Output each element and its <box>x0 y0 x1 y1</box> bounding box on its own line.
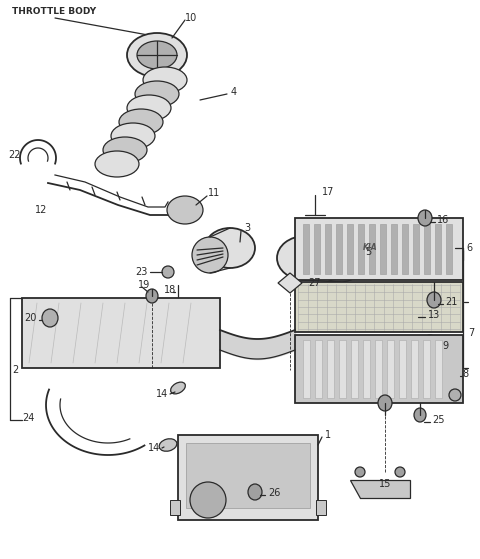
Polygon shape <box>278 273 302 293</box>
Bar <box>336 224 342 274</box>
Bar <box>446 224 452 274</box>
Bar <box>351 340 358 398</box>
Bar <box>380 224 386 274</box>
Text: 10: 10 <box>185 13 197 23</box>
Text: 3: 3 <box>244 223 250 233</box>
Bar <box>186 443 310 508</box>
Text: 16: 16 <box>437 215 449 225</box>
Bar <box>369 224 375 274</box>
Ellipse shape <box>135 81 179 107</box>
Text: 26: 26 <box>268 488 280 498</box>
Ellipse shape <box>137 41 177 69</box>
Bar <box>402 224 408 274</box>
Text: 17: 17 <box>322 187 335 197</box>
Bar <box>303 340 310 398</box>
Bar <box>423 340 430 398</box>
Ellipse shape <box>170 382 185 394</box>
Text: 2: 2 <box>12 365 18 375</box>
Text: 9: 9 <box>442 341 448 351</box>
Text: 21: 21 <box>445 297 457 307</box>
Ellipse shape <box>127 95 171 121</box>
Ellipse shape <box>378 395 392 411</box>
Bar <box>358 224 364 274</box>
Bar <box>424 224 430 274</box>
Text: 6: 6 <box>466 243 472 253</box>
Bar <box>435 340 442 398</box>
Ellipse shape <box>449 389 461 401</box>
Bar <box>295 282 463 332</box>
Ellipse shape <box>143 67 187 93</box>
Text: 22: 22 <box>8 150 21 160</box>
Bar <box>339 340 346 398</box>
Bar <box>399 340 406 398</box>
Ellipse shape <box>127 33 187 77</box>
Text: KIA: KIA <box>363 244 377 253</box>
Bar <box>315 340 322 398</box>
Ellipse shape <box>119 109 163 135</box>
Text: 14: 14 <box>148 443 160 453</box>
Ellipse shape <box>159 439 177 451</box>
Ellipse shape <box>190 482 226 518</box>
Text: 7: 7 <box>468 328 474 338</box>
Ellipse shape <box>248 484 262 500</box>
Text: 13: 13 <box>428 310 440 320</box>
Bar <box>411 340 418 398</box>
Text: 11: 11 <box>208 188 220 198</box>
Bar <box>295 335 463 403</box>
Text: 1: 1 <box>325 430 331 440</box>
Bar <box>347 224 353 274</box>
Text: 15: 15 <box>379 479 391 489</box>
Text: 23: 23 <box>136 267 148 277</box>
Text: 5: 5 <box>365 247 371 257</box>
Bar <box>303 224 309 274</box>
Bar <box>435 224 441 274</box>
Ellipse shape <box>418 210 432 226</box>
Bar <box>325 224 331 274</box>
Text: 18: 18 <box>164 285 176 295</box>
Ellipse shape <box>422 335 438 353</box>
Ellipse shape <box>111 123 155 149</box>
Text: 4: 4 <box>231 87 237 97</box>
Ellipse shape <box>42 309 58 327</box>
Text: 12: 12 <box>35 205 48 215</box>
Text: 8: 8 <box>462 369 468 379</box>
Bar <box>363 340 370 398</box>
Bar <box>316 500 326 515</box>
Ellipse shape <box>277 236 333 280</box>
Text: 27: 27 <box>308 278 321 288</box>
Bar <box>295 218 463 280</box>
Ellipse shape <box>162 266 174 278</box>
Polygon shape <box>350 480 410 498</box>
Bar <box>327 340 334 398</box>
Bar <box>375 340 382 398</box>
Ellipse shape <box>103 137 147 163</box>
Ellipse shape <box>95 151 139 177</box>
Ellipse shape <box>192 237 228 273</box>
Text: THROTTLE BODY: THROTTLE BODY <box>12 7 96 17</box>
Bar <box>170 500 180 515</box>
Text: 19: 19 <box>138 280 150 290</box>
Ellipse shape <box>395 467 405 477</box>
Bar <box>413 224 419 274</box>
Ellipse shape <box>146 289 158 303</box>
Ellipse shape <box>205 228 255 268</box>
Ellipse shape <box>167 196 203 224</box>
Ellipse shape <box>355 467 365 477</box>
Bar <box>387 340 394 398</box>
Text: 24: 24 <box>22 413 35 423</box>
Bar <box>391 224 397 274</box>
Text: 14: 14 <box>156 389 168 399</box>
Bar <box>22 298 220 368</box>
Text: 25: 25 <box>432 415 444 425</box>
Text: 20: 20 <box>24 313 37 323</box>
Bar <box>178 435 318 520</box>
Ellipse shape <box>427 292 441 308</box>
Ellipse shape <box>315 242 365 282</box>
Bar <box>314 224 320 274</box>
Ellipse shape <box>414 408 426 422</box>
